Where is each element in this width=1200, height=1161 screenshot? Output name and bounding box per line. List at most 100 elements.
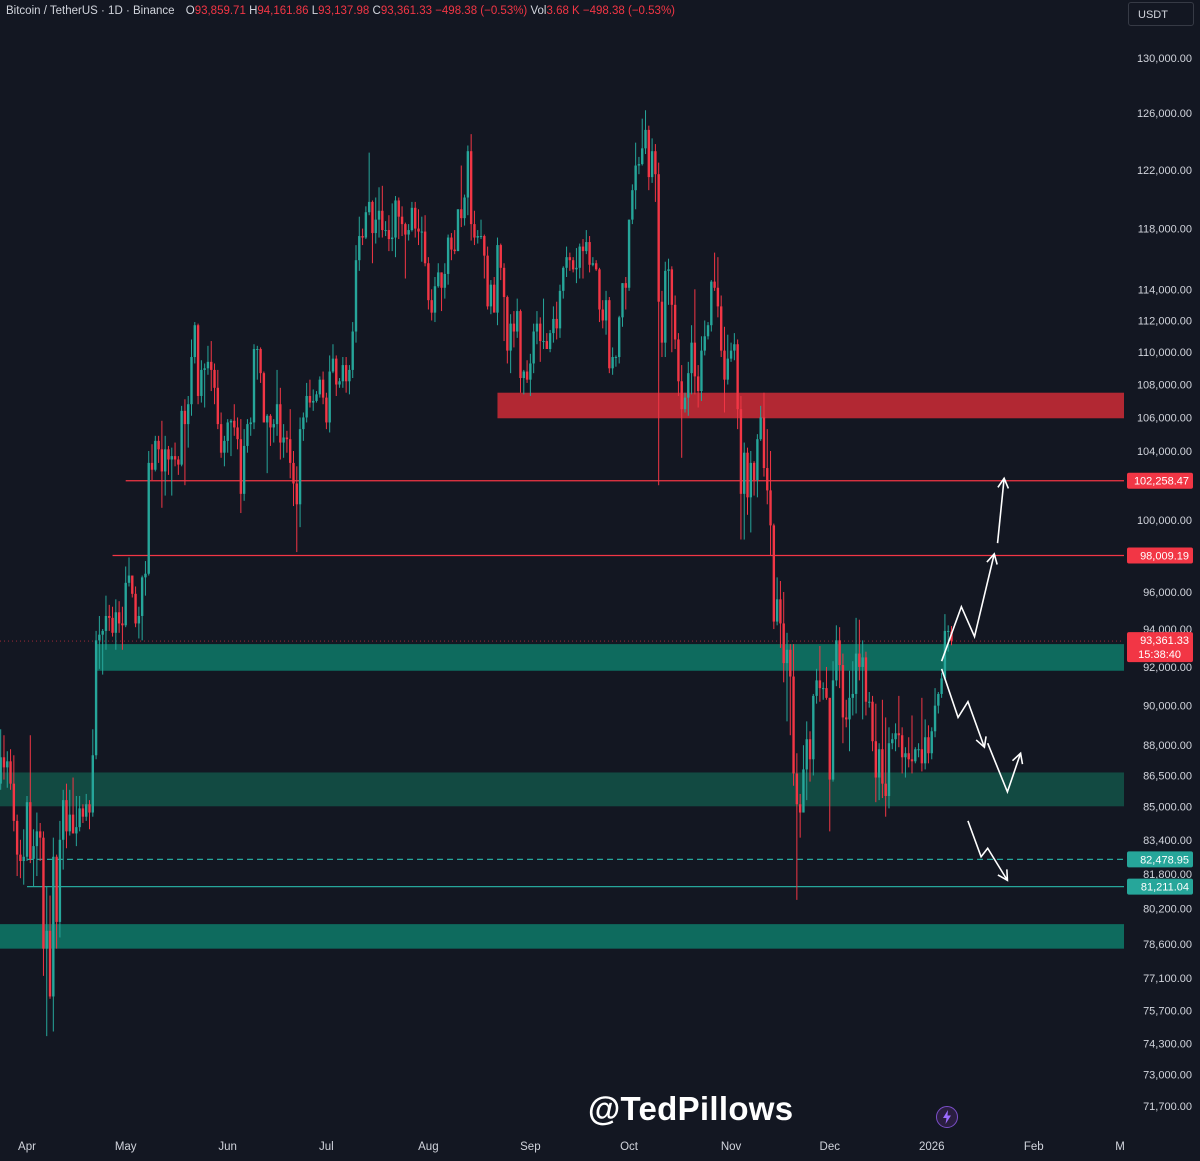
candle-body <box>236 427 239 440</box>
candle-body <box>108 615 111 618</box>
candle <box>719 295 723 358</box>
time-tick-label: 2026 <box>919 1141 945 1153</box>
time-tick-label: Sep <box>520 1141 540 1153</box>
candle-body <box>683 397 687 410</box>
candle-body <box>387 230 391 240</box>
resistance-price-label: 102,258.47 <box>1127 472 1193 489</box>
candle-body <box>611 357 614 369</box>
candle <box>29 735 32 864</box>
time-axis: Apr May Jun Jul Aug Sep Oct Nov Dec 2026 Feb M <box>18 1141 1125 1153</box>
candle-body <box>29 802 32 859</box>
candle-body <box>249 422 252 425</box>
candle-body <box>81 808 85 817</box>
candle-body <box>473 224 476 238</box>
candle <box>489 280 493 315</box>
candle-body <box>769 490 772 526</box>
candle-body <box>654 151 657 175</box>
candle-body <box>308 395 312 403</box>
price-tick-label: 92,000.00 <box>1143 662 1192 674</box>
candle-body <box>950 631 953 642</box>
candle-body <box>328 371 331 423</box>
candle <box>864 651 868 716</box>
candle-body <box>420 231 423 233</box>
candle-body <box>700 350 703 392</box>
candle-body <box>117 612 121 624</box>
candle-body <box>805 739 808 770</box>
candle-body <box>558 290 562 329</box>
time-tick-label: Dec <box>820 1141 841 1153</box>
candle-body <box>716 287 720 307</box>
time-tick-label: Aug <box>418 1141 438 1153</box>
candle-body <box>565 257 568 268</box>
candle <box>423 215 427 267</box>
candle-body <box>450 237 453 250</box>
candle-body <box>835 640 838 681</box>
lightning-icon[interactable] <box>936 1106 958 1128</box>
candle-body <box>61 800 65 840</box>
candle <box>900 727 904 774</box>
candle-body <box>818 680 822 689</box>
candle <box>32 829 35 887</box>
candle-body <box>364 212 368 238</box>
candle-body <box>831 680 835 780</box>
candle <box>400 206 404 237</box>
candle <box>344 357 348 393</box>
candle <box>98 615 101 669</box>
candle <box>877 743 881 801</box>
candle <box>667 258 670 305</box>
close-value: 93,361.33 −498.38 (−0.53%) <box>380 5 528 17</box>
candle-body <box>226 422 229 441</box>
arrow-head <box>1011 751 1024 765</box>
price-tick-label: 78,600.00 <box>1143 939 1192 951</box>
candle <box>621 283 624 327</box>
candle <box>779 581 782 648</box>
candle-body <box>483 236 486 256</box>
support-price-label: 82,478.95 <box>1127 851 1193 868</box>
candle <box>516 298 519 338</box>
candle <box>101 629 104 675</box>
candle <box>670 266 674 353</box>
candle <box>328 355 331 433</box>
candle-body <box>555 318 558 329</box>
candle-body <box>407 230 410 235</box>
candle-body <box>367 201 371 213</box>
candle-body <box>845 717 848 720</box>
candle-body <box>877 749 881 778</box>
symbol-title[interactable]: Bitcoin / TetherUS · 1D · Binance <box>6 5 175 17</box>
candle <box>739 395 743 540</box>
candle <box>631 184 634 225</box>
candle-body <box>752 462 756 481</box>
candle <box>190 339 193 416</box>
candle-body <box>85 804 88 817</box>
arrow-path <box>967 820 1009 881</box>
low-value: 93,137.98 <box>318 5 370 17</box>
price-tick-label: 114,000.00 <box>1138 284 1192 296</box>
candle-body <box>841 665 845 718</box>
candle <box>259 347 262 383</box>
time-tick-label: Jun <box>218 1141 237 1153</box>
price-tick-label: 108,000.00 <box>1137 380 1192 392</box>
candle-body <box>154 440 157 470</box>
candle <box>374 197 377 244</box>
candle <box>891 733 894 750</box>
candle <box>749 451 752 533</box>
candle-body <box>397 200 400 217</box>
candle-body <box>739 409 743 494</box>
candle-body <box>150 462 154 470</box>
candle-body <box>45 930 48 949</box>
candle-body <box>414 207 417 229</box>
candle-body <box>0 757 2 784</box>
author-watermark: @TedPillows <box>588 1090 794 1127</box>
support-dark-zone <box>0 772 1124 807</box>
close-label: C <box>372 5 381 17</box>
candle-body <box>433 286 437 313</box>
candle <box>117 601 121 633</box>
candle <box>512 311 516 348</box>
currency-button[interactable]: USDT <box>1128 2 1194 26</box>
candle-body <box>279 404 282 443</box>
candle <box>506 295 509 364</box>
candle <box>414 201 417 238</box>
candle-body <box>703 336 706 351</box>
